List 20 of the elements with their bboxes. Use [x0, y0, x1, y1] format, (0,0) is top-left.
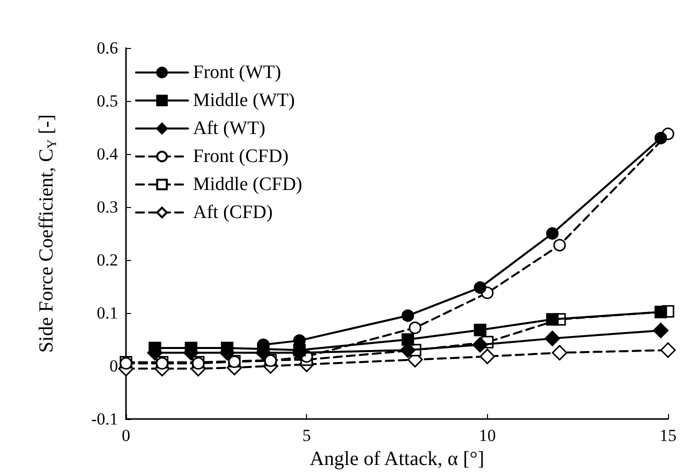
legend-label: Front (WT)	[193, 62, 282, 83]
legend-label: Front (CFD)	[193, 146, 289, 167]
y-tick-label: 0.2	[96, 250, 118, 270]
y-tick-label: 0.5	[96, 92, 118, 110]
x-tick-label: 10	[478, 426, 496, 445]
legend-label: Middle (WT)	[193, 90, 295, 111]
y-tick-label: 0.6	[96, 38, 118, 58]
x-axis-title: Angle of Attack, α [°]	[310, 448, 484, 470]
legend-label: Aft (CFD)	[193, 202, 273, 223]
x-tick-label: 5	[302, 426, 311, 445]
y-tick-label: 0.3	[96, 198, 118, 216]
y-tick-label: 0.1	[96, 304, 118, 322]
y-axis-title: Side Force Coefficient, CY [-]	[36, 114, 59, 353]
y-tick-label: 0.4	[96, 144, 118, 164]
legend-label: Middle (CFD)	[193, 174, 302, 195]
legend-label: Aft (WT)	[193, 118, 266, 139]
x-tick-label: 0	[122, 426, 130, 445]
y-tick-label: -0.1	[91, 410, 118, 428]
x-tick-label: 15	[660, 426, 676, 445]
y-tick-label: 0	[110, 356, 118, 376]
